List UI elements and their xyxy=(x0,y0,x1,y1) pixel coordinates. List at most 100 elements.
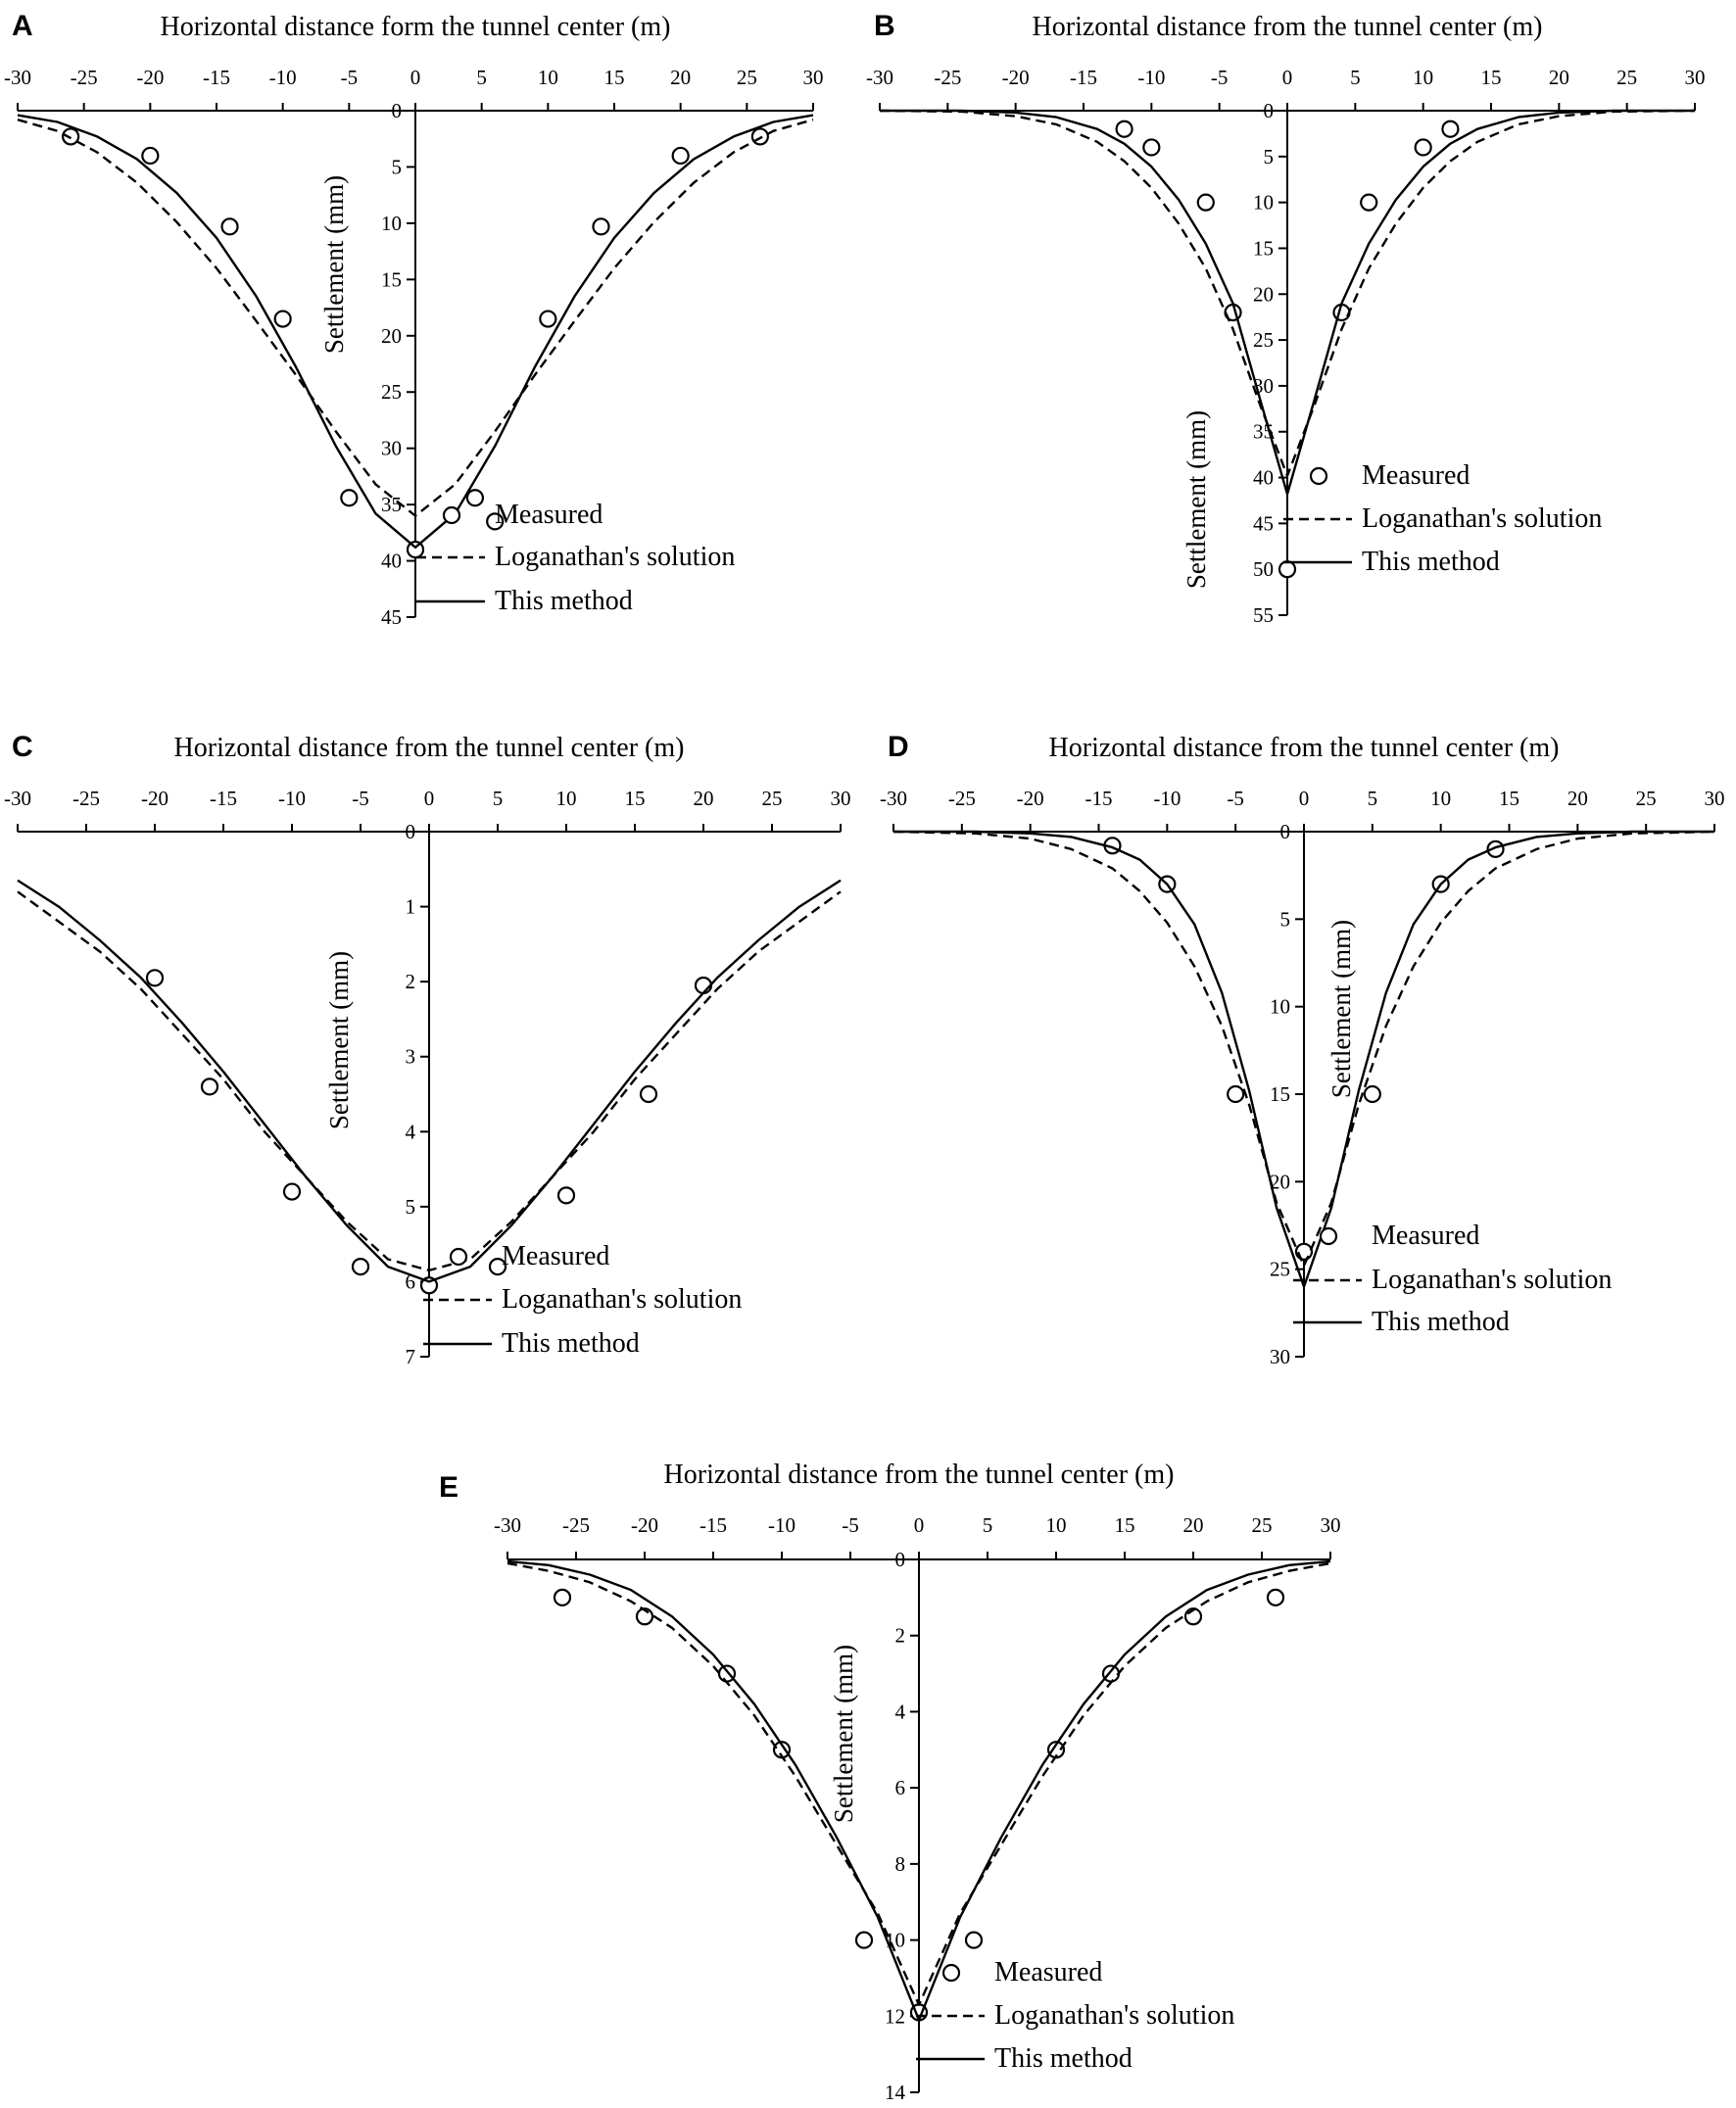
y-axis-title: Settlement (mm) xyxy=(319,175,349,354)
y-tick-label: 0 xyxy=(392,99,403,122)
measured-point xyxy=(488,1258,507,1276)
x-axis-title: Horizontal distance form the tunnel cent… xyxy=(161,12,671,42)
legend-label-loganathan: Loganathan's solution xyxy=(1362,503,1602,534)
x-tick-label: 0 xyxy=(1282,66,1293,89)
x-tick-label: 25 xyxy=(1616,66,1637,89)
measured-point xyxy=(141,146,160,166)
y-tick-label: 0 xyxy=(895,1548,906,1571)
measured-point xyxy=(553,1588,572,1606)
x-tick-label: -25 xyxy=(71,66,98,89)
x-tick-label: -10 xyxy=(1153,787,1181,810)
legend-label-this-method: This method xyxy=(502,1328,640,1359)
y-tick-label: 2 xyxy=(406,970,416,993)
y-tick-label: 2 xyxy=(895,1624,906,1648)
y-tick-label: 45 xyxy=(1253,511,1274,535)
measured-point xyxy=(1278,560,1297,579)
y-axis-title: Settlement (mm) xyxy=(829,1645,858,1823)
measured-point xyxy=(351,1258,370,1276)
x-tick-label: -15 xyxy=(1085,787,1113,810)
x-tick-label: 15 xyxy=(604,66,625,89)
x-tick-label: 0 xyxy=(410,66,421,89)
x-tick-label: 10 xyxy=(1413,66,1433,89)
x-tick-label: -20 xyxy=(136,66,164,89)
y-tick-label: 55 xyxy=(1253,603,1274,627)
x-tick-label: -25 xyxy=(562,1513,590,1537)
y-tick-label: 50 xyxy=(1253,557,1274,581)
x-tick-label: -5 xyxy=(1227,787,1244,810)
y-tick-label: 35 xyxy=(381,493,402,516)
y-tick-label: 25 xyxy=(381,380,402,404)
loganathan-curve xyxy=(17,890,842,1272)
y-tick-label: 0 xyxy=(1280,820,1291,843)
y-tick-label: 15 xyxy=(1253,236,1274,260)
legend-label-loganathan: Loganathan's solution xyxy=(495,542,735,572)
x-tick-label: 25 xyxy=(1636,787,1657,810)
x-tick-label: -20 xyxy=(1002,66,1030,89)
y-tick-label: 40 xyxy=(381,550,402,573)
x-tick-label: -10 xyxy=(768,1513,796,1537)
chart-panel-b: B Horizontal distance from the tunnel cen… xyxy=(866,10,1706,627)
x-tick-label: -5 xyxy=(341,66,359,89)
legend-marker-measured xyxy=(442,505,461,525)
legend-label-loganathan: Loganathan's solution xyxy=(502,1284,742,1315)
x-tick-label: -30 xyxy=(494,1513,521,1537)
x-tick-label: -30 xyxy=(4,787,31,810)
x-tick-label: -15 xyxy=(699,1513,727,1537)
y-tick-label: 15 xyxy=(381,267,402,291)
legend-label-this-method: This method xyxy=(495,586,633,616)
x-tick-label: 30 xyxy=(1685,66,1706,89)
x-tick-label: -5 xyxy=(1211,66,1229,89)
x-tick-label: 15 xyxy=(1499,787,1519,810)
x-tick-label: -20 xyxy=(631,1513,658,1537)
y-tick-label: 3 xyxy=(406,1045,416,1069)
chart-panel-e: E Horizontal distance from the tunnel cen… xyxy=(439,1460,1341,2104)
x-tick-label: 20 xyxy=(1183,1513,1204,1537)
x-tick-label: 10 xyxy=(556,787,577,810)
y-tick-label: 20 xyxy=(1253,282,1274,306)
x-tick-label: 25 xyxy=(1252,1513,1273,1537)
x-tick-label: -10 xyxy=(269,66,297,89)
x-tick-label: 10 xyxy=(1046,1513,1067,1537)
legend: Measured Loganathan's solution This method xyxy=(1293,1221,1612,1337)
y-tick-label: 30 xyxy=(1270,1345,1290,1368)
x-tick-label: -30 xyxy=(880,787,907,810)
y-tick-label: 15 xyxy=(1270,1082,1290,1106)
x-axis-title: Horizontal distance from the tunnel cent… xyxy=(664,1460,1175,1490)
this-method-curve xyxy=(893,830,1714,1288)
x-axis-title: Horizontal distance from the tunnel cent… xyxy=(1049,733,1560,763)
legend-label-this-method: This method xyxy=(1362,547,1500,577)
y-tick-label: 10 xyxy=(1253,191,1274,215)
y-tick-label: 25 xyxy=(1253,328,1274,352)
this-method-curve xyxy=(17,879,842,1283)
measured-point xyxy=(556,1186,576,1205)
x-tick-label: -15 xyxy=(210,787,237,810)
measured-point xyxy=(671,146,690,166)
measured-point xyxy=(1142,138,1161,157)
x-tick-label: -20 xyxy=(141,787,169,810)
loganathan-curve xyxy=(879,109,1696,477)
y-tick-label: 5 xyxy=(406,1195,416,1219)
y-axis-title: Settlement (mm) xyxy=(1326,920,1356,1098)
legend-marker-measured xyxy=(941,1963,961,1983)
measured-point xyxy=(964,1931,984,1949)
measured-point xyxy=(854,1931,874,1949)
x-tick-label: -5 xyxy=(352,787,369,810)
loganathan-curve xyxy=(892,830,1715,1268)
measured-point xyxy=(406,540,425,559)
y-tick-label: 10 xyxy=(1270,995,1290,1019)
panel-letter: D xyxy=(888,731,909,763)
x-tick-label: 30 xyxy=(803,66,824,89)
measured-point xyxy=(62,127,80,146)
legend-marker-measured xyxy=(1309,466,1328,486)
y-tick-label: 6 xyxy=(895,1776,906,1799)
x-tick-label: 15 xyxy=(625,787,646,810)
x-tick-label: 0 xyxy=(424,787,435,810)
x-tick-label: 0 xyxy=(914,1513,925,1537)
y-tick-label: 6 xyxy=(406,1270,416,1293)
measured-point xyxy=(1441,120,1460,138)
x-tick-label: -25 xyxy=(934,66,961,89)
x-tick-label: -20 xyxy=(1017,787,1044,810)
this-method-curve xyxy=(506,1559,1331,2022)
y-tick-label: 0 xyxy=(406,820,416,843)
